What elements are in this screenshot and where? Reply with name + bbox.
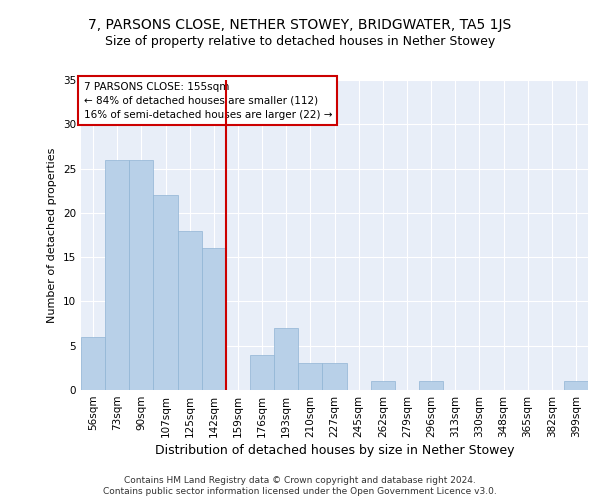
Text: 7, PARSONS CLOSE, NETHER STOWEY, BRIDGWATER, TA5 1JS: 7, PARSONS CLOSE, NETHER STOWEY, BRIDGWA… [88, 18, 512, 32]
Bar [81, 337, 105, 390]
Text: 7 PARSONS CLOSE: 155sqm
← 84% of detached houses are smaller (112)
16% of semi-d: 7 PARSONS CLOSE: 155sqm ← 84% of detache… [83, 82, 332, 120]
Bar [202, 248, 226, 390]
Text: Contains public sector information licensed under the Open Government Licence v3: Contains public sector information licen… [103, 488, 497, 496]
Bar [371, 381, 395, 390]
Bar [298, 364, 322, 390]
Y-axis label: Number of detached properties: Number of detached properties [47, 148, 58, 322]
Bar [322, 364, 347, 390]
Bar [564, 381, 588, 390]
Bar [105, 160, 129, 390]
Bar [274, 328, 298, 390]
Bar [419, 381, 443, 390]
Bar [129, 160, 154, 390]
Bar [154, 195, 178, 390]
Text: Contains HM Land Registry data © Crown copyright and database right 2024.: Contains HM Land Registry data © Crown c… [124, 476, 476, 485]
X-axis label: Distribution of detached houses by size in Nether Stowey: Distribution of detached houses by size … [155, 444, 514, 457]
Bar [250, 354, 274, 390]
Bar [178, 230, 202, 390]
Text: Size of property relative to detached houses in Nether Stowey: Size of property relative to detached ho… [105, 35, 495, 48]
